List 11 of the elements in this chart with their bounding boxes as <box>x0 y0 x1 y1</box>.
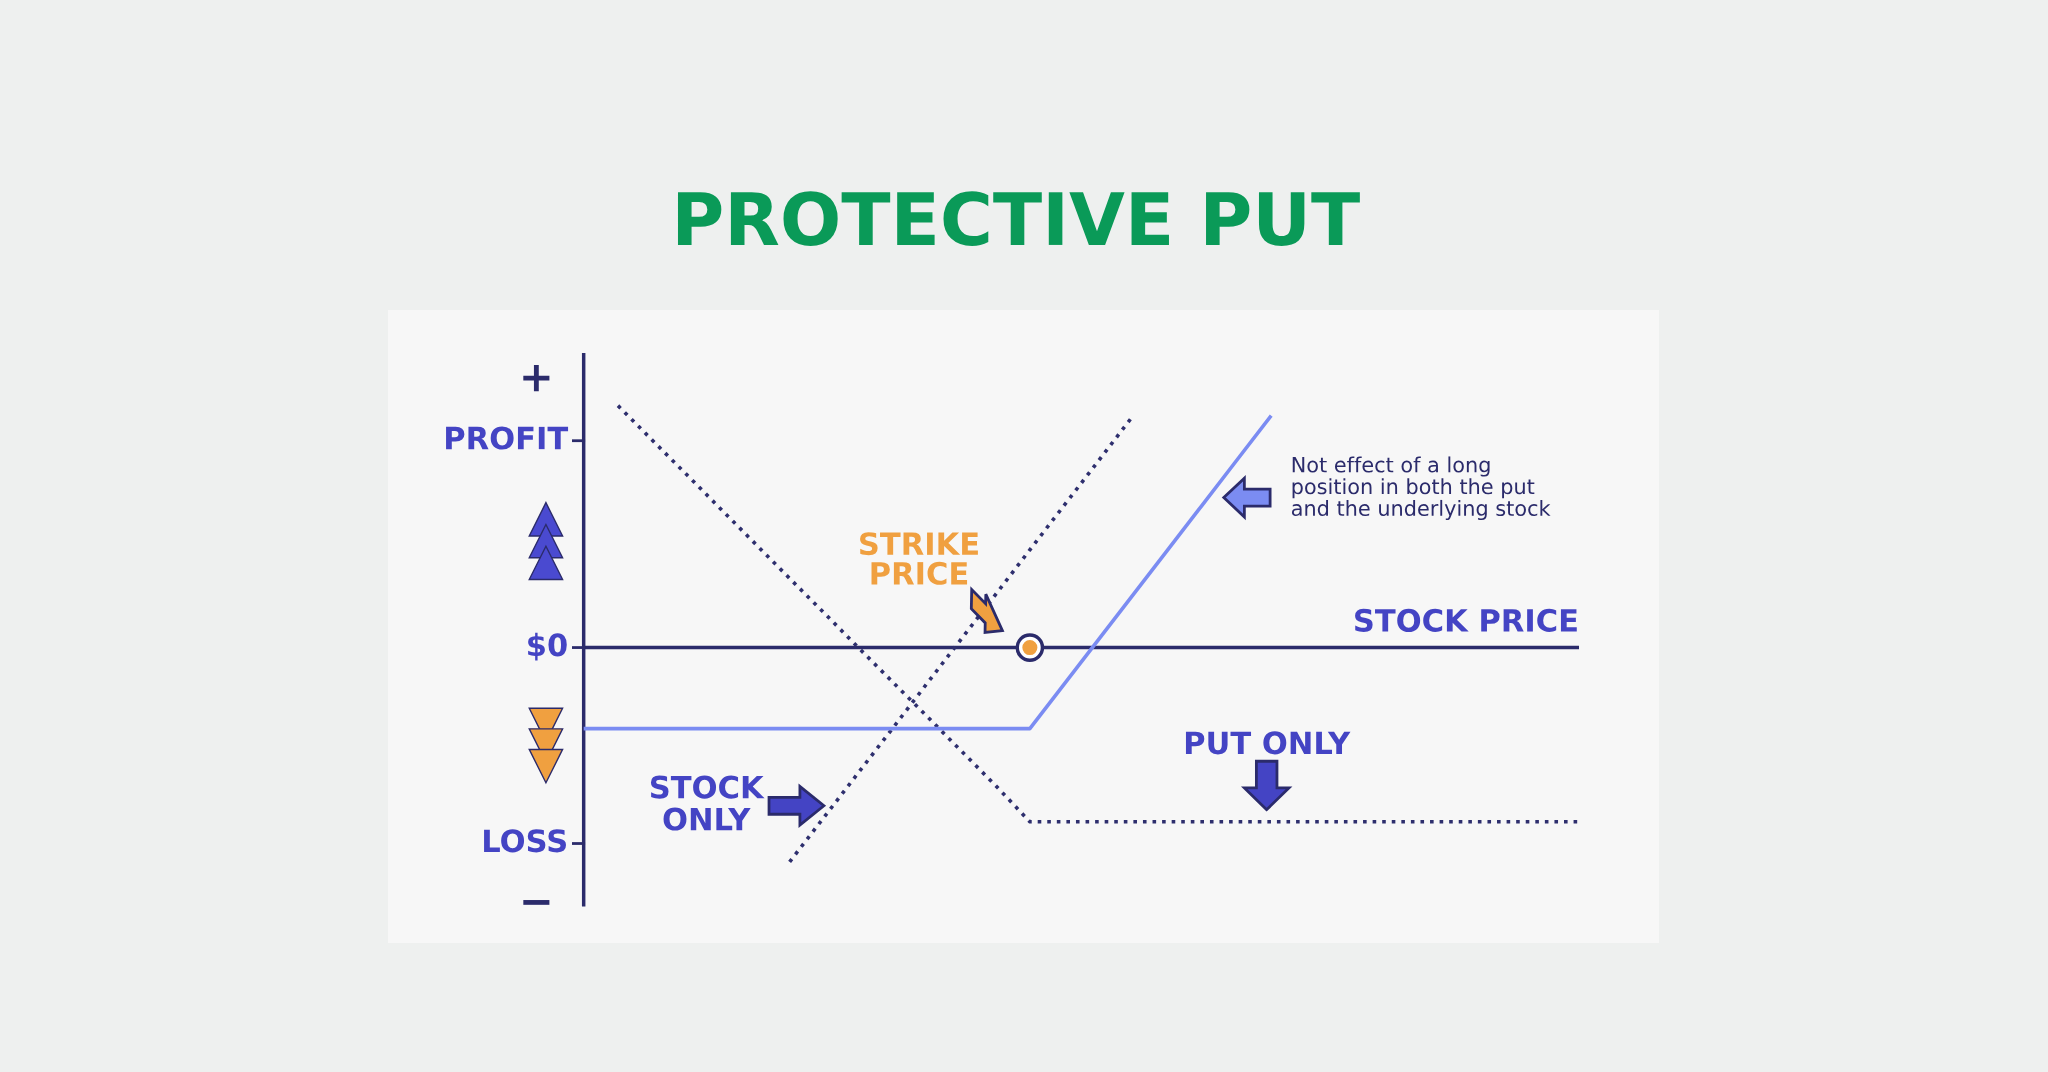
text: − <box>523 900 550 905</box>
chart-title: PROTECTIVE PUT <box>677 191 1360 246</box>
text: + <box>523 365 550 392</box>
series-label: STOCK ONLY <box>650 775 765 831</box>
legend-label: Not effect of a long position in both the put and the underlying stock <box>1291 456 1551 521</box>
x-axis-title: STOCK PRICE <box>1355 608 1577 632</box>
text: PROFIT <box>446 426 569 450</box>
text: $0 <box>528 632 567 661</box>
annotation: STRIKE PRICE <box>860 532 978 585</box>
text: PUT ONLY <box>1185 731 1351 755</box>
text: LOSS <box>484 829 566 853</box>
